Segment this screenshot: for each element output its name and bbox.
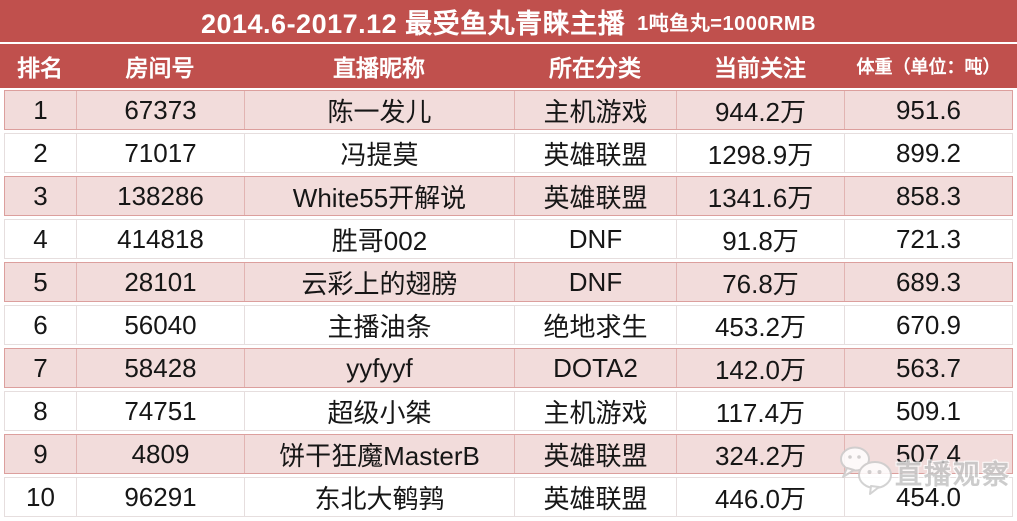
cell-followers: 446.0万 (677, 478, 845, 516)
cell-rank: 7 (5, 349, 77, 387)
cell-rank: 3 (5, 177, 77, 215)
cell-category: DOTA2 (515, 349, 677, 387)
cell-weight: 507.4 (895, 438, 962, 469)
table-row: 7 58428 yyfyyf DOTA2 142.0万 563.7 (4, 348, 1013, 388)
cell-nickname: 东北大鹌鹑 (245, 478, 515, 516)
cell-nickname: 超级小桀 (245, 392, 515, 430)
table-row: 5 28101 云彩上的翅膀 DNF 76.8万 689.3 (4, 262, 1013, 302)
cell-weight: 670.9 (895, 309, 962, 340)
cell-category: DNF (515, 220, 677, 258)
cell-category: 英雄联盟 (515, 435, 677, 473)
table-row: 4 414818 胜哥002 DNF 91.8万 721.3 (4, 219, 1013, 259)
cell-category: DNF (515, 263, 677, 301)
cell-nickname: 胜哥002 (245, 220, 515, 258)
cell-category: 主机游戏 (515, 392, 677, 430)
cell-category: 绝地求生 (515, 306, 677, 344)
cell-weight: 689.3 (895, 266, 962, 297)
table-row: 2 71017 冯提莫 英雄联盟 1298.9万 899.2 (4, 133, 1013, 173)
cell-followers: 453.2万 (677, 306, 845, 344)
cell-room: 58428 (77, 349, 245, 387)
cell-nickname: 主播油条 (245, 306, 515, 344)
cell-weight: 509.1 (895, 395, 962, 426)
title-exchange-note: 1吨鱼丸=1000RMB (637, 12, 817, 35)
cell-rank: 2 (5, 134, 77, 172)
cell-followers: 76.8万 (677, 263, 845, 301)
cell-rank: 10 (5, 478, 77, 516)
cell-room: 138286 (77, 177, 245, 215)
cell-nickname: White55开解说 (245, 177, 515, 215)
cell-rank: 4 (5, 220, 77, 258)
cell-weight: 454.0 (895, 481, 962, 512)
cell-weight: 951.6 (895, 94, 962, 125)
cell-rank: 9 (5, 435, 77, 473)
cell-followers: 142.0万 (677, 349, 845, 387)
table-row: 10 96291 东北大鹌鹑 英雄联盟 446.0万 454.0 (4, 477, 1013, 517)
page-title: 2014.6-2017.12 最受鱼丸青睐主播 (200, 8, 626, 39)
cell-followers: 944.2万 (677, 91, 845, 129)
column-header-nickname: 直播昵称 (333, 55, 425, 81)
column-header-rank: 排名 (17, 55, 63, 81)
cell-followers: 1341.6万 (677, 177, 845, 215)
column-header-room: 房间号 (125, 55, 195, 81)
header-row: 排名 房间号 直播昵称 所在分类 当前关注 体重（单位：吨） (0, 44, 1017, 88)
cell-nickname: 冯提莫 (245, 134, 515, 172)
cell-weight: 563.7 (895, 352, 962, 383)
table-body: 1 67373 陈一发儿 主机游戏 944.2万 951.6 2 71017 冯提莫 英雄联盟 12… (0, 88, 1017, 517)
cell-category: 英雄联盟 (515, 478, 677, 516)
table-row: 3 138286 White55开解说 英雄联盟 1341.6万 858.3 (4, 176, 1013, 216)
table-row: 9 4809 饼干狂魔MasterB 英雄联盟 324.2万 507.4 (4, 434, 1013, 474)
cell-followers: 91.8万 (677, 220, 845, 258)
cell-followers: 1298.9万 (677, 134, 845, 172)
table-row: 6 56040 主播油条 绝地求生 453.2万 670.9 (4, 305, 1013, 345)
cell-rank: 8 (5, 392, 77, 430)
cell-room: 96291 (77, 478, 245, 516)
cell-weight: 721.3 (895, 223, 962, 254)
cell-room: 67373 (77, 91, 245, 129)
cell-category: 主机游戏 (515, 91, 677, 129)
table-row: 8 74751 超级小桀 主机游戏 117.4万 509.1 (4, 391, 1013, 431)
cell-rank: 1 (5, 91, 77, 129)
cell-room: 414818 (77, 220, 245, 258)
cell-nickname: yyfyyf (245, 349, 515, 387)
title-bar: 2014.6-2017.12 最受鱼丸青睐主播 1吨鱼丸=1000RMB (0, 0, 1017, 42)
cell-followers: 324.2万 (677, 435, 845, 473)
cell-rank: 6 (5, 306, 77, 344)
cell-room: 74751 (77, 392, 245, 430)
cell-weight: 858.3 (895, 180, 962, 211)
cell-room: 28101 (77, 263, 245, 301)
cell-room: 56040 (77, 306, 245, 344)
column-header-category: 所在分类 (549, 55, 641, 81)
cell-category: 英雄联盟 (515, 134, 677, 172)
cell-nickname: 陈一发儿 (245, 91, 515, 129)
cell-room: 4809 (77, 435, 245, 473)
cell-nickname: 饼干狂魔MasterB (245, 435, 515, 473)
column-header-weight: 体重（单位：吨） (856, 57, 1001, 77)
cell-rank: 5 (5, 263, 77, 301)
cell-weight: 899.2 (895, 137, 962, 168)
cell-followers: 117.4万 (677, 392, 845, 430)
cell-category: 英雄联盟 (515, 177, 677, 215)
cell-nickname: 云彩上的翅膀 (245, 263, 515, 301)
column-header-followers: 当前关注 (714, 55, 806, 81)
cell-room: 71017 (77, 134, 245, 172)
table-row: 1 67373 陈一发儿 主机游戏 944.2万 951.6 (4, 90, 1013, 130)
